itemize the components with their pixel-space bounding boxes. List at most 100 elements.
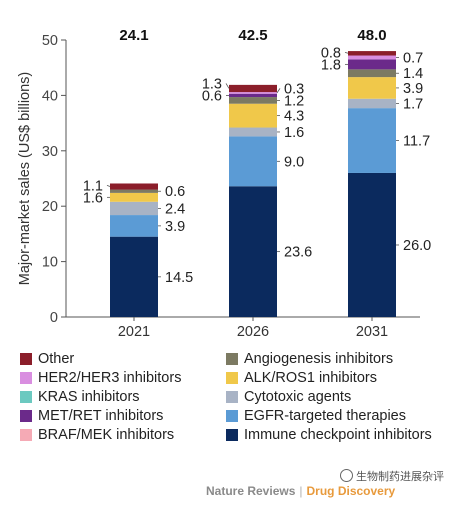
legend-item: BRAF/MEK inhibitors xyxy=(20,426,220,445)
segment-value-label: 9.0 xyxy=(284,154,304,170)
legend-label: Cytotoxic agents xyxy=(244,389,352,405)
legend-item: KRAS inhibitors xyxy=(20,388,220,407)
y-tick-label: 30 xyxy=(42,144,58,160)
bar-total-label: 48.0 xyxy=(357,27,386,44)
bar-segment xyxy=(348,98,396,109)
segment-value-label: 0.7 xyxy=(403,50,423,66)
legend-label: Other xyxy=(38,351,75,367)
credit-brand-drug-discovery: Drug Discovery xyxy=(306,484,396,498)
legend-column-right: Angiogenesis inhibitors ALK/ROS1 inhibito… xyxy=(226,350,456,445)
segment-value-label: 1.7 xyxy=(403,96,423,112)
bar-total-label: 42.5 xyxy=(238,27,267,44)
label-leader xyxy=(225,83,230,89)
legend-column-left: Other HER2/HER3 inhibitors KRAS inhibitors… xyxy=(20,350,220,445)
y-tick-label: 0 xyxy=(50,310,58,326)
bar-segment xyxy=(348,172,396,317)
bar-segment xyxy=(348,59,396,70)
legend-swatch xyxy=(20,429,32,441)
watermark-text: 生物制药进展杂评 xyxy=(356,471,444,483)
legend-item: Other xyxy=(20,350,220,369)
bar-segment xyxy=(229,103,277,128)
legend-label: EGFR-targeted therapies xyxy=(244,408,406,424)
legend-item: ALK/ROS1 inhibitors xyxy=(226,369,456,388)
legend-swatch xyxy=(20,353,32,365)
bar-segment xyxy=(229,97,277,104)
segment-value-label: 1.3 xyxy=(202,76,222,92)
legend-label: HER2/HER3 inhibitors xyxy=(38,370,182,386)
bar-segment xyxy=(348,69,396,78)
x-tick-label: 2031 xyxy=(356,324,388,340)
segment-value-label: 11.7 xyxy=(403,134,430,150)
legend-item: HER2/HER3 inhibitors xyxy=(20,369,220,388)
segment-value-label: 1.2 xyxy=(284,93,304,109)
legend-item: Cytotoxic agents xyxy=(226,388,456,407)
label-leader xyxy=(344,51,349,54)
bar-segment xyxy=(110,201,158,216)
segment-value-label: 3.9 xyxy=(403,81,423,97)
bar-segment xyxy=(348,77,396,99)
segment-value-label: 0.3 xyxy=(284,81,304,97)
segment-value-label: 1.4 xyxy=(403,66,423,82)
y-tick-label: 40 xyxy=(42,88,58,104)
source-credit: Nature Reviews | Drug Discovery xyxy=(206,484,395,498)
bar-segment xyxy=(348,108,396,173)
legend-label: Angiogenesis inhibitors xyxy=(244,351,394,367)
segment-value-label: 23.6 xyxy=(284,245,312,261)
segment-value-label: 1.8 xyxy=(321,57,341,73)
bar-segment xyxy=(229,186,277,317)
bar-segment xyxy=(110,189,158,193)
x-tick-label: 2021 xyxy=(118,324,150,340)
segment-value-label: 0.8 xyxy=(321,45,341,61)
bar-segment xyxy=(229,136,277,187)
credit-separator: | xyxy=(299,484,303,498)
label-leader xyxy=(276,88,281,94)
wechat-icon xyxy=(340,469,353,482)
legend-swatch xyxy=(226,429,238,441)
segment-value-label: 1.6 xyxy=(83,190,103,206)
legend-label: ALK/ROS1 inhibitors xyxy=(244,370,377,386)
bar-segment xyxy=(348,55,396,60)
x-tick-label: 2026 xyxy=(237,324,269,340)
stacked-bar-chart: 0 10 20 30 40 50 Major-market sales (US$ billi… xyxy=(17,27,431,340)
legend-swatch xyxy=(20,391,32,403)
bar-segment xyxy=(348,51,396,56)
watermark: 生物制药进展杂评 xyxy=(340,468,444,484)
legend-item: Immune checkpoint inhibitors xyxy=(226,426,456,445)
bar-segment xyxy=(110,192,158,202)
label-leader xyxy=(106,184,111,187)
legend-label: KRAS inhibitors xyxy=(38,389,140,405)
bar-total-label: 24.1 xyxy=(119,27,148,44)
segment-value-label: 4.3 xyxy=(284,109,304,125)
legend-label: Immune checkpoint inhibitors xyxy=(244,427,432,443)
y-tick-label: 50 xyxy=(42,33,58,49)
legend-swatch xyxy=(226,372,238,384)
legend-swatch xyxy=(20,410,32,422)
legend-swatch xyxy=(226,353,238,365)
bar-segment xyxy=(110,183,158,190)
legend-swatch xyxy=(226,410,238,422)
bar-segment xyxy=(229,127,277,137)
segment-value-label: 26.0 xyxy=(403,238,431,254)
segment-value-label: 0.6 xyxy=(202,88,222,104)
segment-value-label: 1.1 xyxy=(83,178,103,194)
legend-item: Angiogenesis inhibitors xyxy=(226,350,456,369)
bar-segment xyxy=(229,84,277,93)
legend-label: BRAF/MEK inhibitors xyxy=(38,427,175,443)
legend-item: MET/RET inhibitors xyxy=(20,407,220,426)
segment-value-label: 0.6 xyxy=(165,184,185,200)
segment-value-label: 2.4 xyxy=(165,201,185,217)
y-tick-label: 20 xyxy=(42,199,58,215)
segment-value-label: 14.5 xyxy=(165,270,193,286)
bar-segment xyxy=(110,236,158,317)
legend-label: MET/RET inhibitors xyxy=(38,408,164,424)
legend-swatch xyxy=(226,391,238,403)
bar-segment xyxy=(229,93,277,98)
y-axis-title: Major-market sales (US$ billions) xyxy=(17,72,33,286)
segment-value-label: 3.9 xyxy=(165,219,185,235)
bar-segment xyxy=(110,215,158,237)
credit-brand-nature-reviews: Nature Reviews xyxy=(206,484,296,498)
bar-segment xyxy=(229,92,277,94)
legend-item: EGFR-targeted therapies xyxy=(226,407,456,426)
y-tick-label: 10 xyxy=(42,255,58,271)
legend-swatch xyxy=(20,372,32,384)
